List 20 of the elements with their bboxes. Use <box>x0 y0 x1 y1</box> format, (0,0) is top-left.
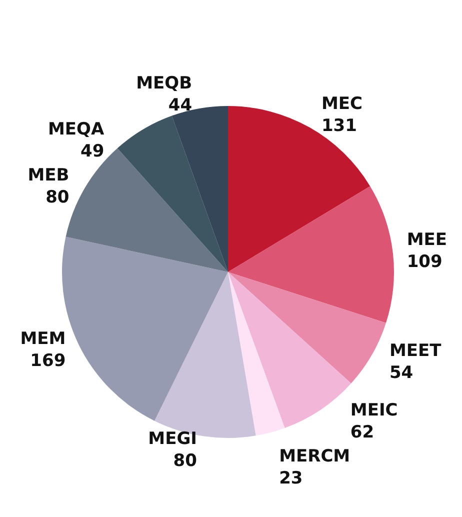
data-label: 169 <box>30 351 66 372</box>
data-label: 23 <box>279 468 303 488</box>
slice-label: MEM <box>20 329 66 350</box>
data-label: 62 <box>350 422 374 442</box>
data-label: 54 <box>389 363 414 383</box>
slice-label: MEB <box>28 166 70 186</box>
data-label: 80 <box>173 451 198 472</box>
slice-label: MEC <box>321 94 362 114</box>
data-label: 109 <box>406 252 442 272</box>
slice-label: MEQB <box>136 74 192 94</box>
data-label: 80 <box>46 188 70 208</box>
slice-label: MERCM <box>279 446 350 466</box>
data-label: 44 <box>168 96 192 116</box>
slice-label: MEQA <box>48 120 105 140</box>
slice-label: MEE <box>406 230 447 250</box>
slice-label: MEIC <box>350 400 398 420</box>
slice-label: MEET <box>389 341 442 361</box>
data-label: 49 <box>80 142 104 162</box>
data-label: 131 <box>321 116 357 136</box>
slice-label: MEGI <box>148 429 197 450</box>
